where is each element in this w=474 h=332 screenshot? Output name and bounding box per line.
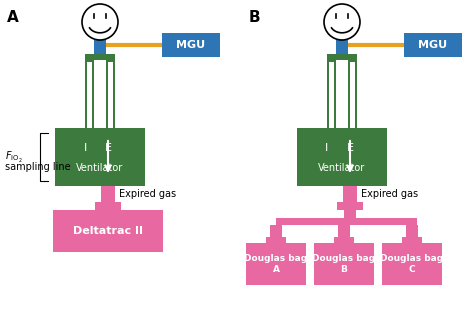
Text: E: E xyxy=(346,143,354,153)
Text: A: A xyxy=(7,10,19,25)
Bar xyxy=(406,225,418,237)
Text: I: I xyxy=(325,143,328,153)
Bar xyxy=(270,225,282,237)
Bar xyxy=(338,225,350,237)
Text: E: E xyxy=(104,143,111,153)
Bar xyxy=(382,243,442,285)
Text: MGU: MGU xyxy=(176,40,206,50)
Bar xyxy=(350,62,355,128)
Bar xyxy=(404,33,462,57)
Bar xyxy=(329,62,334,128)
Text: sampling line: sampling line xyxy=(5,162,71,172)
Bar xyxy=(95,202,121,210)
Bar xyxy=(85,54,115,60)
Bar xyxy=(55,128,145,186)
Bar xyxy=(246,243,306,285)
Bar xyxy=(343,186,357,202)
Bar xyxy=(87,62,92,128)
Bar xyxy=(162,33,220,57)
Text: Expired gas: Expired gas xyxy=(361,189,418,199)
Bar xyxy=(106,60,115,128)
Bar xyxy=(53,210,163,252)
Bar xyxy=(101,186,115,202)
Text: Douglas bag
A: Douglas bag A xyxy=(245,254,308,274)
Text: $\mathit{F}_{\mathregular{IO_2}}$: $\mathit{F}_{\mathregular{IO_2}}$ xyxy=(5,149,23,165)
Bar xyxy=(344,210,356,218)
Bar xyxy=(314,243,374,285)
Text: Deltatrac II: Deltatrac II xyxy=(73,226,143,236)
Bar xyxy=(108,62,113,128)
Bar xyxy=(348,60,357,128)
Bar xyxy=(337,202,363,210)
Text: Douglas bag
C: Douglas bag C xyxy=(381,254,444,274)
Bar xyxy=(85,60,94,128)
Text: I: I xyxy=(83,143,87,153)
Bar xyxy=(276,218,417,225)
Text: Douglas bag
B: Douglas bag B xyxy=(312,254,375,274)
Text: Ventilator: Ventilator xyxy=(319,163,365,173)
Bar xyxy=(336,40,348,54)
Bar xyxy=(297,128,387,186)
Text: Expired gas: Expired gas xyxy=(119,189,176,199)
Text: B: B xyxy=(249,10,261,25)
Bar xyxy=(334,237,354,243)
Bar xyxy=(402,237,422,243)
Bar xyxy=(94,40,106,54)
Bar xyxy=(327,60,336,128)
Text: MGU: MGU xyxy=(419,40,447,50)
Text: Ventilator: Ventilator xyxy=(76,163,124,173)
Bar xyxy=(266,237,286,243)
Bar xyxy=(327,54,357,60)
